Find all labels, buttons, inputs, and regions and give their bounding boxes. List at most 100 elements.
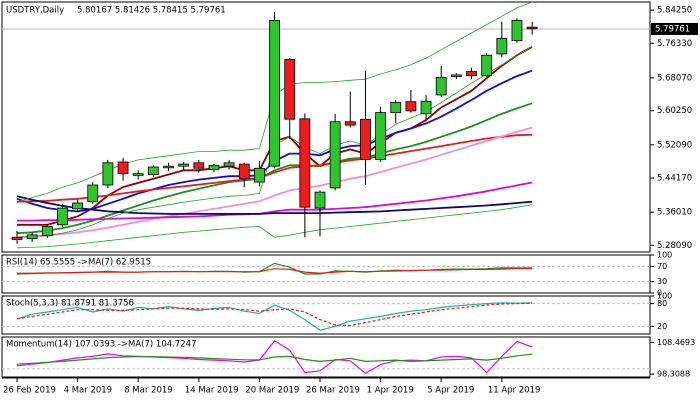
candle	[375, 106, 387, 162]
y-tick-label: 5.84250	[657, 6, 692, 16]
current-price-marker	[651, 22, 698, 35]
candle-body-bull	[496, 38, 508, 55]
chart-labels: 5.84250 5.76330 5.68070 5.60250 5.52090 5.441…	[3, 6, 698, 396]
y-tick-label: 80	[657, 299, 667, 308]
candle-body-bull	[57, 207, 68, 226]
candle-body-bear	[299, 118, 311, 208]
y-tick-label: 5.52090	[657, 140, 692, 150]
candle	[269, 12, 280, 169]
candle	[405, 89, 417, 113]
candle	[117, 157, 129, 181]
panels	[1, 1, 651, 379]
x-tick-label: 20 Mar 2019	[245, 386, 299, 396]
candle-body-bear	[11, 236, 23, 240]
price-overlay-line-3	[16, 133, 533, 203]
candle	[390, 99, 402, 124]
candle	[360, 70, 371, 185]
candle-body-bull	[147, 166, 159, 175]
candle-body-bear	[526, 26, 538, 30]
indicator-title: Stoch(5,3,3) 81.8791 81.3756	[6, 299, 134, 309]
candle-body-bear	[405, 101, 417, 112]
candle-body-bear	[344, 121, 356, 126]
candle	[57, 203, 68, 227]
candle-body-bull	[132, 173, 144, 176]
candle	[223, 159, 235, 170]
price-overlay-line-8	[16, 204, 533, 249]
y-tick-label: 98.3088	[657, 370, 690, 379]
current-price-label: 5.79761	[655, 24, 690, 34]
candle	[299, 113, 311, 238]
indicator-line-3-0	[16, 340, 533, 374]
candle-body-bear	[238, 163, 250, 180]
candle-body-bull	[390, 102, 402, 113]
candle-body-bear	[360, 118, 371, 160]
candle-body-bear	[284, 58, 296, 120]
candle	[344, 91, 356, 128]
candle-body-bear	[193, 162, 205, 169]
candle	[481, 53, 493, 78]
candle	[253, 161, 265, 187]
x-tick-label: 26 Feb 2019	[3, 386, 56, 396]
candle	[329, 113, 341, 191]
panel-frame-1	[1, 254, 651, 294]
price-overlay-line-6	[16, 195, 533, 215]
y-tick-label: 70	[657, 262, 667, 271]
candle	[435, 65, 447, 98]
candle-body-bear	[117, 161, 129, 175]
candle	[11, 231, 23, 244]
panel-frame-0	[1, 1, 651, 253]
candle-body-bull	[163, 165, 174, 169]
candle-body-bull	[511, 20, 523, 41]
candle	[466, 67, 477, 80]
indicator-title: Momentum(14) 107.0393 ->MA(7) 104.7247	[6, 340, 196, 350]
candle	[178, 161, 190, 170]
y-tick-label: 100	[657, 292, 672, 301]
candle-body-bull	[223, 162, 235, 167]
x-tick-label: 14 Mar 2019	[185, 386, 239, 396]
y-tick-label: 5.28090	[657, 241, 692, 251]
candle	[26, 232, 38, 242]
candle	[132, 170, 144, 180]
candle	[87, 182, 99, 204]
y-tick-label: 108.4693	[657, 338, 695, 347]
candle-body-bull	[329, 121, 341, 189]
candle	[147, 165, 159, 178]
candle-body-bull	[26, 234, 38, 239]
candle-body-bull	[435, 76, 447, 96]
x-tick-label: 26 Mar 2019	[306, 386, 360, 396]
price-overlay-line-2	[16, 102, 533, 235]
price-overlay-line-4	[16, 126, 533, 239]
candle	[450, 73, 462, 80]
y-tick-label: 5.44170	[657, 174, 692, 184]
candle-body-bull	[450, 74, 462, 77]
y-tick-label: 100	[657, 251, 672, 260]
candle	[102, 159, 114, 188]
y-tick-label: 5.76330	[657, 39, 692, 49]
candle-body-bull	[253, 167, 265, 183]
candle	[420, 94, 432, 120]
candle-body-bull	[102, 162, 114, 186]
ohlc-header: 5.80167 5.81426 5.78415 5.79761	[77, 6, 226, 16]
y-tick-label: 0	[657, 289, 662, 298]
x-tick-label: 1 Apr 2019	[367, 386, 414, 396]
candle	[526, 22, 538, 35]
y-tick-label: 5.68070	[657, 73, 692, 83]
candle-body-bull	[72, 202, 83, 210]
y-tick-label: 5.36010	[657, 208, 692, 218]
candle-body-bull	[178, 163, 190, 167]
chart-title: USDTRY,Daily	[6, 6, 64, 16]
price-overlay-line-5	[17, 181, 533, 222]
candle	[72, 199, 83, 213]
panel-frame-2	[1, 295, 651, 335]
x-tick-label: 4 Mar 2019	[64, 386, 112, 396]
candle-body-bull	[375, 112, 387, 160]
candle-body-bull	[208, 164, 220, 170]
indicator-line-3-1	[16, 353, 533, 365]
x-tick-label: 8 Mar 2019	[124, 386, 172, 396]
candle-body-bull	[481, 54, 493, 77]
candle	[163, 162, 174, 172]
candle-body-bull	[41, 226, 53, 237]
candle	[238, 162, 250, 188]
